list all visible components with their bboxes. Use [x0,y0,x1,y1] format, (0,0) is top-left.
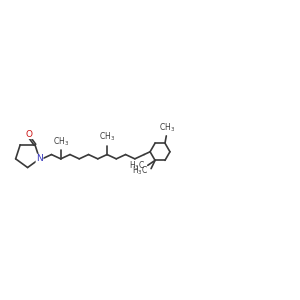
Text: CH$_3$: CH$_3$ [99,131,116,143]
Text: CH$_3$: CH$_3$ [159,121,175,134]
Text: CH$_3$: CH$_3$ [53,135,69,148]
Text: N: N [36,154,43,163]
Text: H$_3$C: H$_3$C [129,159,146,172]
Text: O: O [26,130,33,139]
Text: H$_3$C: H$_3$C [132,164,149,177]
